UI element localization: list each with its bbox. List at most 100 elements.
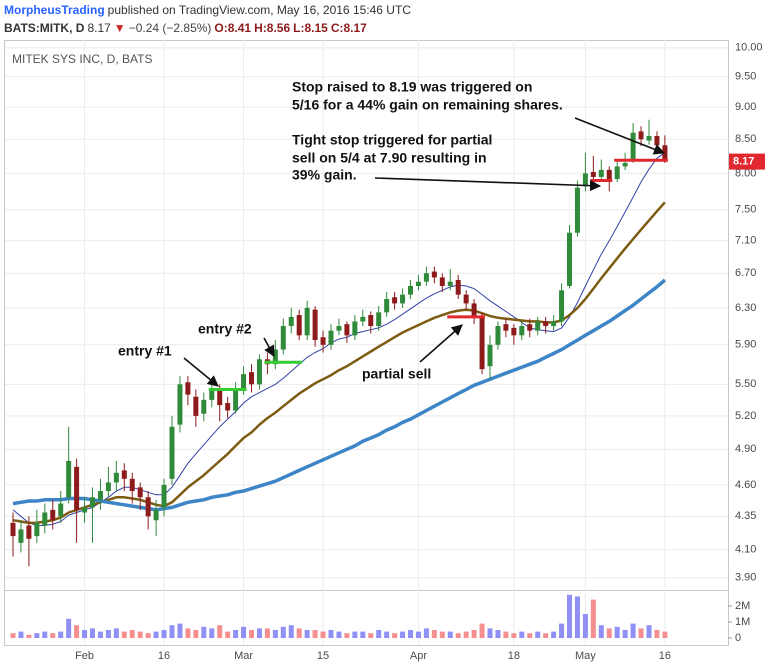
volume-bar (320, 631, 326, 638)
volume-bar (471, 630, 477, 638)
ohlc: C:8.17 (330, 21, 367, 35)
volume-bar (264, 628, 270, 638)
volume-bar (368, 633, 374, 638)
candle-body (26, 525, 32, 539)
candle-body (145, 497, 151, 517)
annotation: Tight stop triggered for partial (292, 132, 492, 148)
y-tick-label: 4.35 (735, 510, 756, 522)
moving-average (12, 152, 666, 526)
candle-body (400, 294, 406, 304)
volume-bar (249, 630, 254, 638)
annotation: sell on 5/4 at 7.90 resulting in (292, 150, 487, 166)
arrow: ▼ (113, 21, 126, 35)
candle-body (487, 344, 493, 367)
arrow (263, 337, 275, 357)
volume-bar (511, 633, 517, 638)
arrow (183, 357, 219, 387)
candle-body (161, 484, 167, 508)
last: 8.17 (87, 21, 111, 35)
volume-bar (97, 631, 103, 638)
volume-bar (646, 625, 652, 638)
volume-bar (177, 623, 183, 638)
candle-body (217, 389, 223, 406)
volume-bar (360, 631, 366, 638)
candle-body (439, 277, 445, 286)
volume-bar (582, 614, 588, 638)
y-tick-label: 4.90 (735, 443, 756, 455)
candle-body (169, 426, 175, 479)
volume-bar (42, 631, 48, 638)
annotation: 39% gain. (292, 167, 357, 183)
candle-body (423, 273, 429, 282)
y-tick-label: 5.90 (735, 339, 756, 351)
candle-body (360, 316, 366, 322)
arrow (374, 177, 602, 192)
candle-body (296, 315, 302, 336)
header-line: MorpheusTrading published on TradingView.… (4, 3, 414, 17)
volume-bar (10, 633, 16, 638)
y-tick-label: 5.20 (735, 410, 756, 422)
candle-body (34, 522, 40, 537)
volume-bar (241, 626, 247, 638)
candle-body (121, 470, 127, 479)
volume-bar (74, 625, 80, 638)
volume-bar (527, 633, 533, 638)
y-tick-label: 6.30 (735, 302, 756, 314)
plot-frame (4, 40, 729, 646)
volume-tick-label: 1M (735, 616, 750, 628)
published: published on TradingView.com, May 16, 20… (107, 3, 411, 17)
candle-body (320, 337, 326, 345)
volume-bar (392, 633, 398, 638)
candle-body (42, 512, 48, 526)
y-tick-label: 4.60 (735, 479, 756, 491)
volume-tick-label: 0 (735, 632, 741, 644)
volume-bar (90, 628, 95, 638)
volume-bar (26, 634, 32, 638)
volume-bar (137, 631, 143, 638)
moving-average (12, 201, 666, 525)
volume-bar (288, 625, 294, 638)
candle-body (97, 491, 103, 500)
candle-body (129, 478, 135, 492)
candle-body (582, 173, 588, 187)
volume-bar (384, 631, 390, 638)
candle-body (66, 460, 72, 498)
candle-body (479, 316, 485, 370)
candle-body (201, 399, 207, 414)
volume-bar (50, 633, 56, 638)
volume-tick-label: 2M (735, 600, 750, 612)
candle-body (50, 509, 56, 521)
candle-body (185, 382, 191, 395)
volume-bar (105, 630, 111, 638)
volume-bar (559, 623, 565, 638)
candle-body (590, 172, 596, 177)
volume-bar (18, 631, 24, 638)
candle-body (598, 169, 604, 177)
candle-body (567, 232, 572, 286)
volume-bar (638, 628, 644, 638)
y-tick-label: 5.50 (735, 378, 756, 390)
ohlc: L:8.15 (293, 21, 328, 35)
candle-body (447, 281, 453, 286)
volume-bar (543, 633, 549, 638)
volume-bar (352, 631, 358, 638)
volume-bar (614, 626, 620, 638)
volume-bar (272, 630, 278, 638)
price-badge (729, 153, 765, 170)
candle-body (638, 131, 644, 140)
candle-body (630, 132, 636, 160)
volume-bar (225, 631, 231, 638)
volume-bar (408, 630, 413, 638)
symbol: BATS:MITK, D (4, 21, 85, 35)
change: −0.24 (−2.85%) (128, 21, 212, 35)
volume-bar (344, 633, 350, 638)
y-tick-label: 9.50 (735, 71, 756, 83)
candle-body (614, 166, 620, 180)
ohlc: O:8.41 (214, 21, 252, 35)
candle-body (137, 487, 143, 498)
volume-bar (58, 631, 64, 638)
volume-bar (201, 626, 207, 638)
volume-bar (463, 631, 469, 638)
volume-bar (209, 628, 215, 638)
